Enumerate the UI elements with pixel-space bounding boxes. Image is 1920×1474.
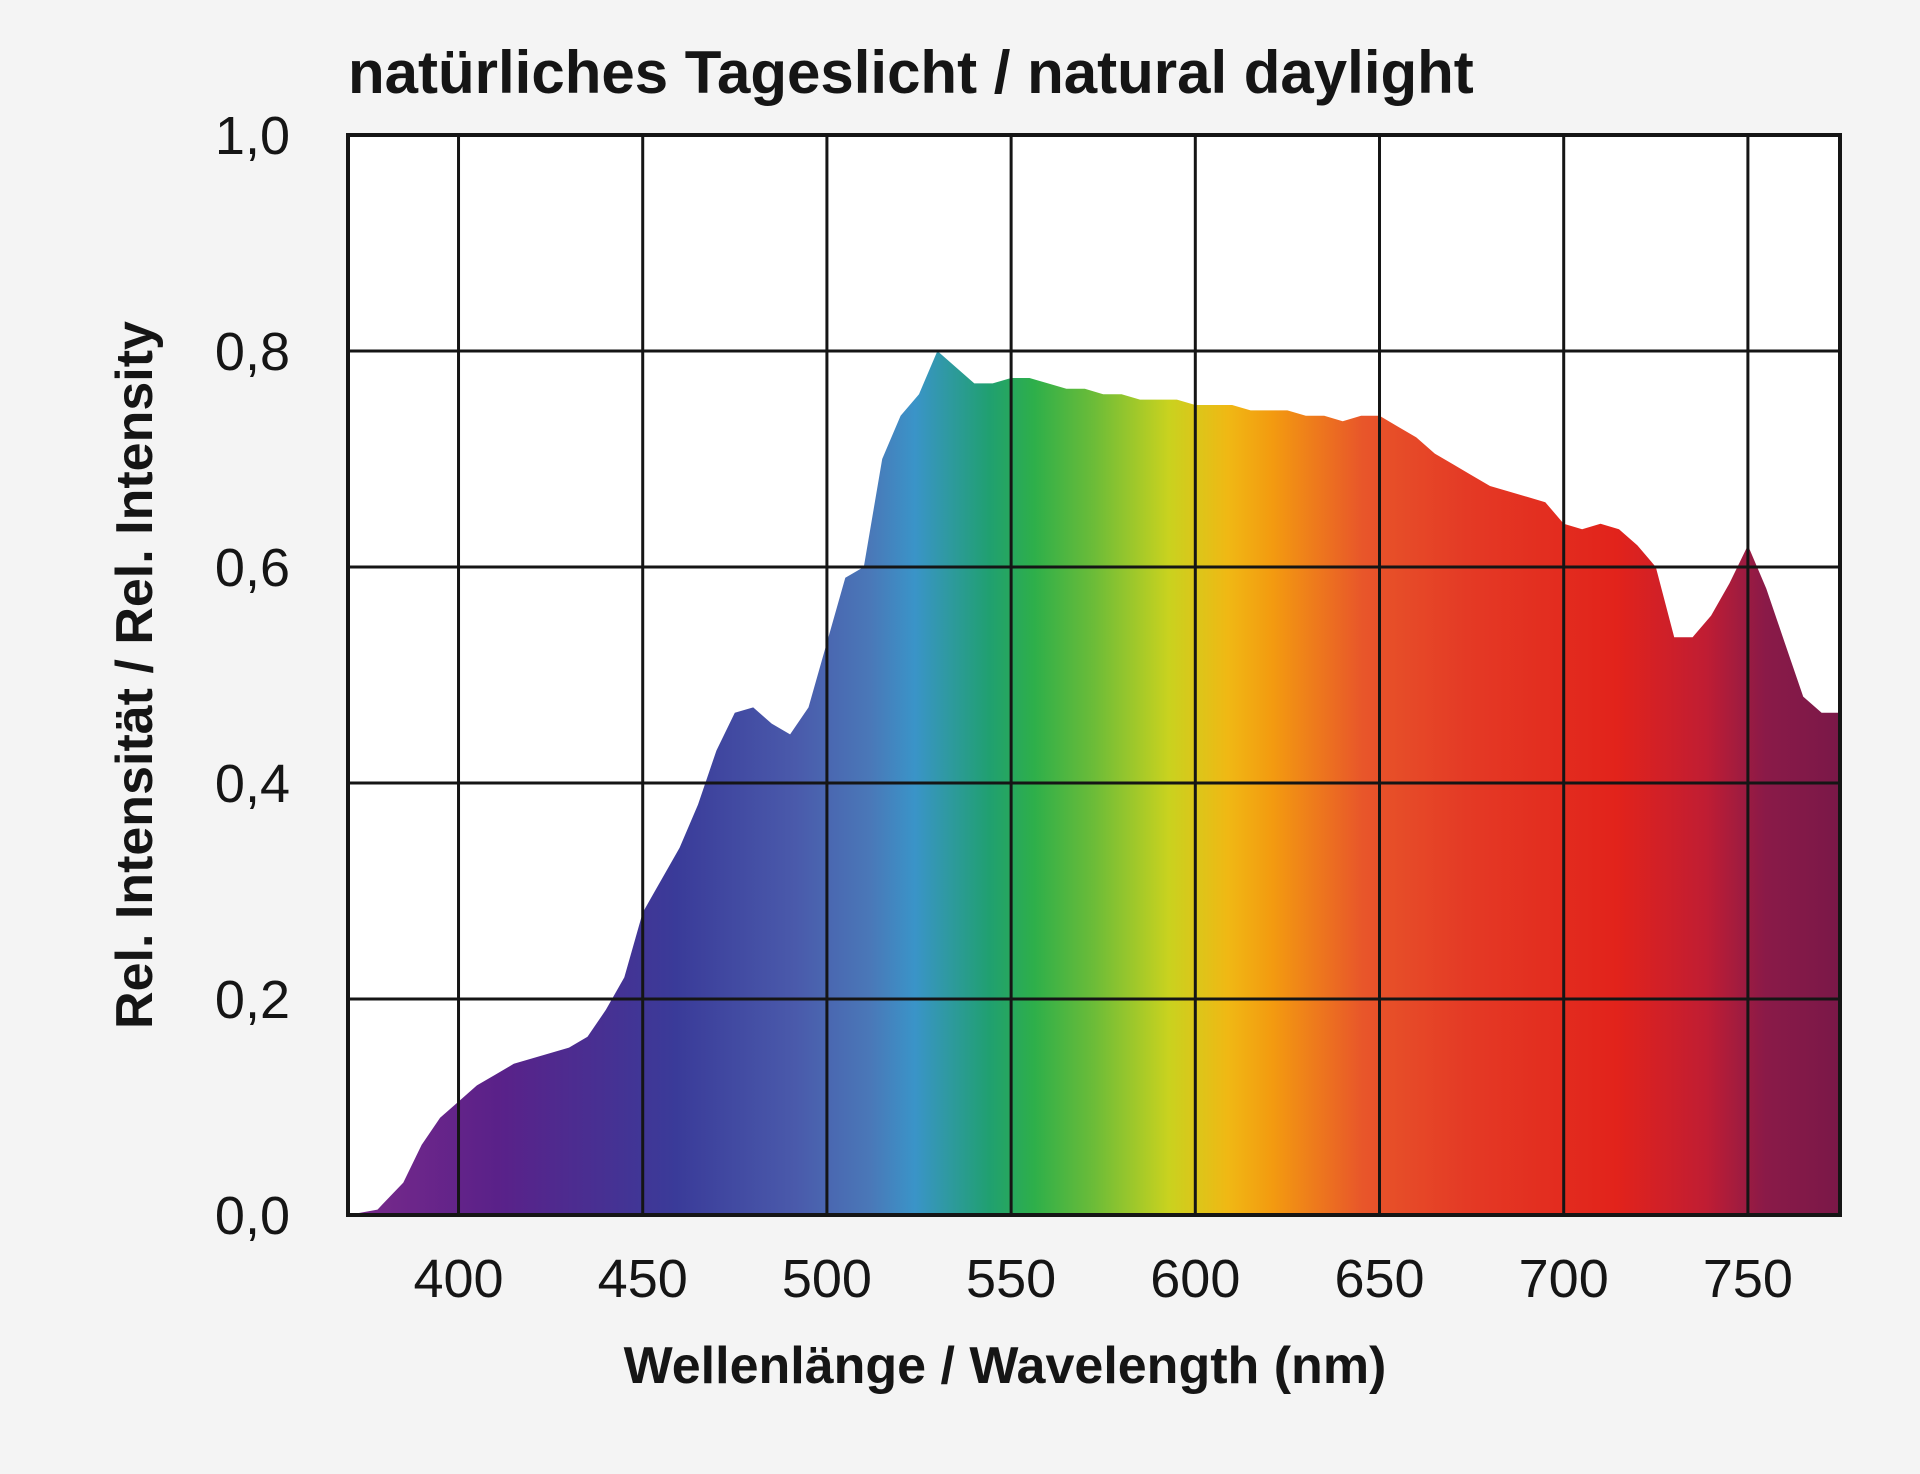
x-tick-label: 400	[413, 1249, 503, 1309]
plot-frame	[346, 133, 1842, 1217]
x-tick-label: 550	[966, 1249, 1056, 1309]
y-tick-labels: 0,0 0,2 0,4 0,6 0,8 1,0	[215, 106, 290, 1246]
gridlines	[348, 135, 1840, 1215]
y-tick-label: 0,4	[215, 754, 290, 814]
x-tick-label: 500	[782, 1249, 872, 1309]
y-tick-label: 0,6	[215, 538, 290, 598]
y-tick-label: 0,2	[215, 970, 290, 1030]
x-axis-label: Wellenlänge / Wavelength (nm)	[624, 1337, 1387, 1395]
y-axis-label: Rel. Intensität / Rel. Intensity	[106, 321, 164, 1029]
y-tick-label: 0,8	[215, 322, 290, 382]
x-tick-label: 600	[1150, 1249, 1240, 1309]
x-tick-labels: 400 450 500 550 600 650 700 750	[413, 1249, 1792, 1309]
x-tick-label: 700	[1519, 1249, 1609, 1309]
y-tick-label: 1,0	[215, 106, 290, 166]
chart-title: natürliches Tageslicht / natural dayligh…	[348, 39, 1474, 106]
x-tick-label: 650	[1334, 1249, 1424, 1309]
x-tick-label: 450	[598, 1249, 688, 1309]
x-tick-label: 750	[1703, 1249, 1793, 1309]
y-tick-label: 0,0	[215, 1186, 290, 1246]
